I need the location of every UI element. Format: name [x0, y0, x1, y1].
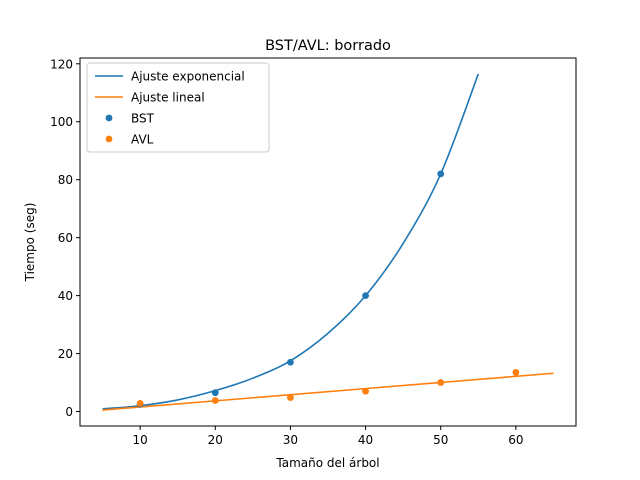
plot-frame	[79, 57, 577, 427]
x-tick-label: 30	[283, 433, 298, 447]
data-point-avl	[437, 379, 445, 386]
y-tick-label: 40	[58, 289, 73, 303]
y-tick-label: 60	[58, 231, 73, 245]
data-point-avl	[211, 397, 219, 404]
y-axis: 0 20 40 60 80 100 120	[50, 57, 80, 419]
legend-label: AVL	[131, 133, 154, 147]
series-line-1	[102, 372, 554, 411]
x-tick-label: 50	[433, 433, 448, 447]
x-tick-label: 20	[208, 433, 223, 447]
data-point-avl	[362, 387, 369, 395]
data-point-bst	[211, 389, 219, 397]
legend-box	[86, 62, 270, 153]
data-point-avl	[287, 394, 294, 402]
legend: Ajuste exponencial Ajuste lineal BST AVL	[86, 62, 270, 153]
x-axis-label: Tamaño del árbol	[275, 456, 379, 470]
legend-label: Ajuste exponencial	[131, 70, 245, 84]
data-point-bst	[437, 170, 445, 178]
data-point-avl	[136, 399, 144, 407]
y-tick-label: 20	[58, 347, 73, 361]
x-tick-label: 40	[358, 433, 373, 447]
x-axis: 10 20 30 40 50 60	[132, 426, 524, 447]
y-axis-label: Tiempo (seg)	[23, 203, 37, 283]
data-point-avl	[512, 368, 520, 376]
data-point-bst	[287, 358, 294, 366]
legend-label: BST	[131, 112, 155, 126]
plot-area	[102, 73, 554, 411]
legend-label: Ajuste lineal	[131, 91, 205, 105]
y-tick-label: 120	[50, 57, 73, 71]
x-tick-label: 10	[132, 433, 147, 447]
data-point-bst	[362, 292, 369, 300]
x-tick-label: 60	[508, 433, 523, 447]
y-tick-label: 0	[65, 405, 73, 419]
legend-marker-swatch	[105, 135, 113, 143]
series-line-0	[102, 73, 480, 410]
chart-title: BST/AVL: borrado	[265, 38, 391, 54]
y-tick-label: 80	[58, 173, 73, 187]
y-tick-label: 100	[50, 115, 73, 129]
legend-marker-swatch	[105, 114, 113, 122]
